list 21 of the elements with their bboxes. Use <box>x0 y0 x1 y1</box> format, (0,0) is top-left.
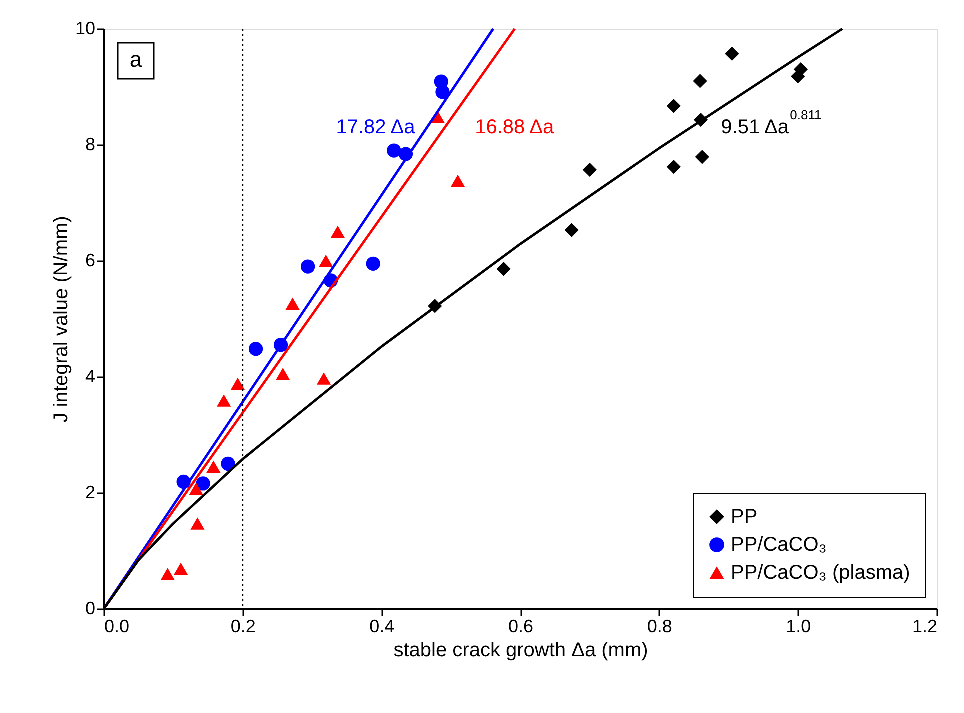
y-axis-title: J integral value (N/mm) <box>50 216 72 423</box>
y-tick-label: 6 <box>85 250 96 270</box>
series-label: 16.88 Δa <box>475 116 555 139</box>
y-tick-label: 10 <box>75 18 96 38</box>
x-tick-label: 0.8 <box>647 616 672 636</box>
series-label: 17.82 Δa <box>336 116 416 139</box>
legend-label: PP <box>731 506 758 528</box>
legend-label: PP/CaCO₃ (plasma) <box>731 562 910 584</box>
x-tick-label: 0.6 <box>508 616 534 636</box>
legend-label: PP/CaCO₃ <box>731 534 827 556</box>
x-tick-label: 0.2 <box>230 616 256 636</box>
y-tick-label: 2 <box>85 482 96 502</box>
y-tick-label: 0 <box>85 598 96 618</box>
x-tick-label: 1.0 <box>786 616 812 636</box>
y-tick-label: 4 <box>85 366 96 386</box>
annotation: a <box>130 47 143 72</box>
x-tick-label: 0.4 <box>370 616 395 636</box>
x-tick-label: 1.2 <box>912 616 938 636</box>
x-axis-title: stable crack growth Δa (mm) <box>394 640 648 662</box>
y-tick-label: 8 <box>85 134 96 154</box>
x-tick-label: 0.0 <box>104 616 130 636</box>
